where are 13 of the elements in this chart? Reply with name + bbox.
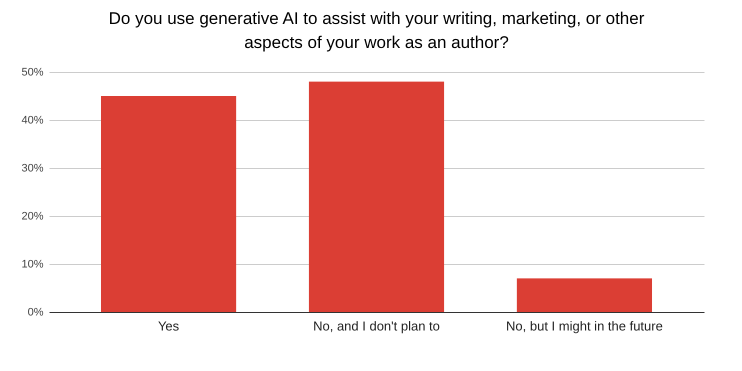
x-tick-label: No, and I don't plan to bbox=[313, 318, 440, 334]
y-tick-label: 50% bbox=[21, 66, 44, 78]
x-tick-label: No, but I might in the future bbox=[506, 318, 663, 334]
bar bbox=[516, 278, 652, 312]
y-tick-label: 30% bbox=[21, 162, 44, 174]
bar bbox=[308, 82, 444, 312]
bar bbox=[100, 96, 236, 312]
y-tick-label: 10% bbox=[21, 258, 44, 270]
y-tick-label: 20% bbox=[21, 210, 44, 222]
chart-title: Do you use generative AI to assist with your writing, marketing, or other aspects of your work as an author? bbox=[108, 9, 645, 52]
y-tick-label: 0% bbox=[28, 306, 44, 318]
y-tick-label: 40% bbox=[21, 114, 44, 126]
x-tick-label: Yes bbox=[158, 318, 180, 334]
